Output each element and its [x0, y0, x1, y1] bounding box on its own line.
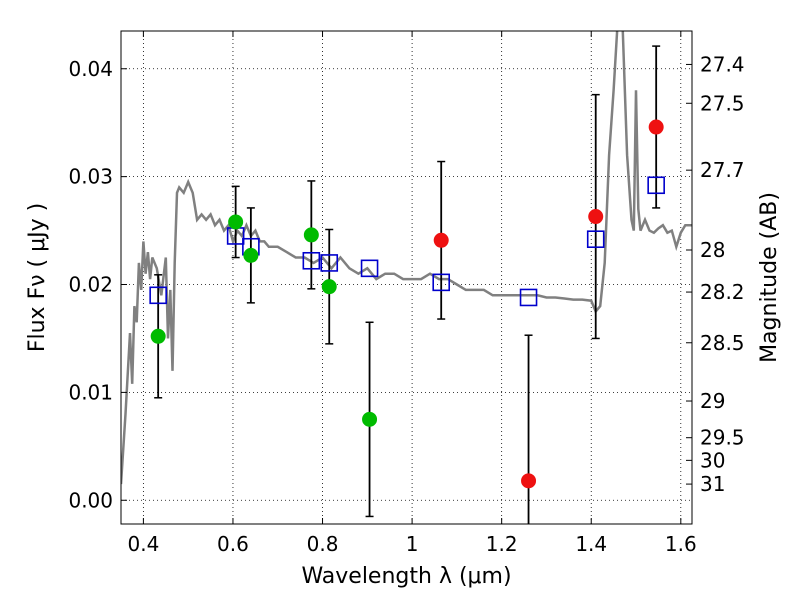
right-tick-label: 31 — [700, 472, 725, 496]
data-point — [228, 214, 244, 230]
y-tick-label: 0.04 — [68, 57, 113, 81]
observed-photometry-points — [150, 119, 664, 489]
data-point — [150, 328, 166, 344]
model-square-marker — [320, 254, 339, 272]
x-tick-label: 1.6 — [665, 532, 697, 556]
right-tick-label: 27.7 — [700, 158, 745, 182]
data-point — [321, 279, 337, 295]
y-tick-label: 0.00 — [68, 488, 113, 512]
right-axis-label: Magnitude (AB) — [757, 192, 782, 363]
x-tick-label: 1.2 — [486, 532, 518, 556]
error-bars — [154, 45, 661, 524]
model-square-marker — [586, 230, 605, 249]
data-point — [362, 411, 378, 427]
right-tick-label: 29.5 — [700, 426, 745, 450]
model-spectrum — [121, 31, 692, 485]
model-square-marker — [519, 288, 538, 307]
x-tick-label: 1 — [406, 532, 419, 556]
right-tick-label: 27.5 — [700, 91, 745, 115]
model-photometry-squares — [149, 176, 665, 307]
x-tick-label: 0.8 — [307, 532, 339, 556]
right-tick-label: 28 — [700, 238, 725, 262]
x-tick-label: 1.4 — [575, 532, 607, 556]
y-tick-label: 0.02 — [68, 273, 113, 297]
model-square-marker — [432, 273, 451, 292]
x-axis-label: Wavelength λ (μm) — [301, 564, 511, 589]
model-spectrum-line — [121, 31, 692, 485]
y-tick-label: 0.03 — [68, 165, 113, 189]
x-tick-label: 0.6 — [217, 532, 249, 556]
right-tick-label: 29 — [700, 389, 725, 413]
model-square-marker — [149, 286, 167, 305]
model-square-marker — [360, 259, 379, 278]
model-square-marker — [302, 251, 321, 270]
x-tick-label: 0.4 — [127, 532, 159, 556]
grid-lines — [121, 31, 692, 524]
right-tick-label: 28.5 — [700, 331, 745, 355]
y-axis-label: Flux Fν ( μJy ) — [25, 203, 50, 352]
right-tick-label: 28.2 — [700, 280, 745, 304]
model-square-marker — [647, 176, 665, 195]
data-point — [433, 232, 449, 248]
axis-ticks: 0.4 0.6 0.8 1 1.2 1.4 1.6 0.00 0.01 0.02 0.03 0.04 2… — [68, 31, 745, 556]
data-point — [588, 209, 604, 225]
right-tick-label: 30 — [700, 448, 725, 472]
right-tick-label: 27.4 — [700, 52, 745, 76]
plot-frame — [120, 30, 693, 525]
data-point — [648, 119, 664, 135]
y-tick-label: 0.01 — [68, 380, 113, 404]
data-point — [521, 473, 537, 489]
data-point — [243, 247, 259, 263]
data-point — [303, 227, 319, 243]
